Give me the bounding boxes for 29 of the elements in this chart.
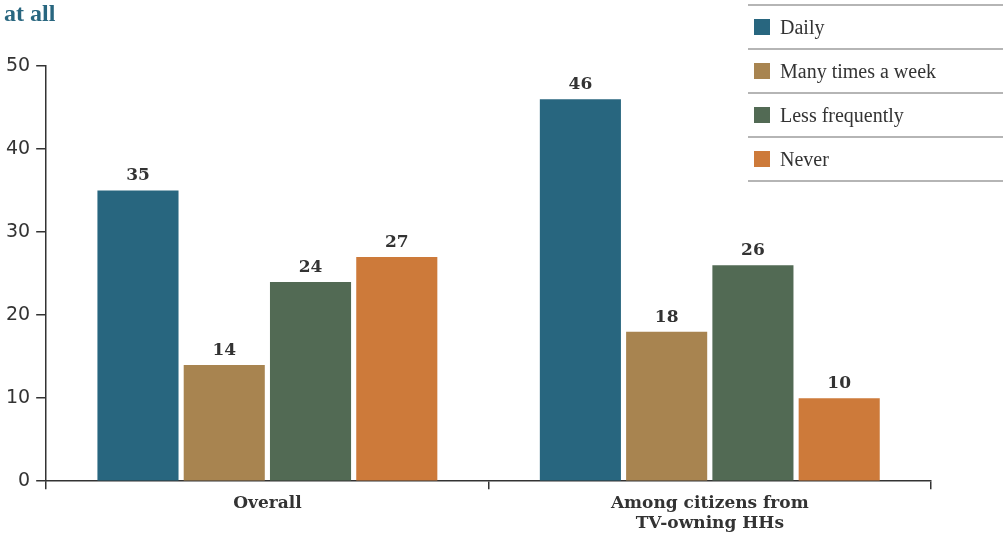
data-label: 35 [126, 164, 150, 185]
y-tick-label: 20 [5, 302, 31, 325]
legend-label: Daily [780, 15, 825, 39]
legend-label: Less frequently [780, 103, 904, 127]
bar [798, 398, 880, 481]
bar [626, 331, 708, 481]
bar [183, 364, 265, 481]
legend-label: Never [780, 147, 829, 171]
data-label: 24 [298, 255, 323, 276]
y-tick-label: 0 [18, 468, 31, 491]
x-tick-label: Overall [233, 491, 303, 512]
chart-title: at all [4, 0, 56, 27]
bar [712, 265, 794, 481]
data-label: 46 [568, 73, 593, 94]
y-tick-label: 10 [5, 385, 31, 408]
x-tick-label: Among citizens from TV-owning HHs [609, 491, 809, 533]
legend-label: Many times a week [780, 59, 937, 83]
bar [269, 281, 352, 481]
data-label: 27 [384, 230, 409, 251]
y-tick-label: 30 [5, 219, 31, 242]
data-label: 14 [212, 338, 237, 359]
data-label: 18 [654, 305, 679, 326]
data-label: 10 [827, 372, 852, 393]
bar [356, 256, 438, 481]
bar [97, 190, 179, 481]
bar [539, 99, 621, 481]
y-tick-label: 50 [5, 52, 31, 75]
y-tick-label: 40 [5, 135, 31, 158]
data-label: 26 [741, 239, 765, 260]
